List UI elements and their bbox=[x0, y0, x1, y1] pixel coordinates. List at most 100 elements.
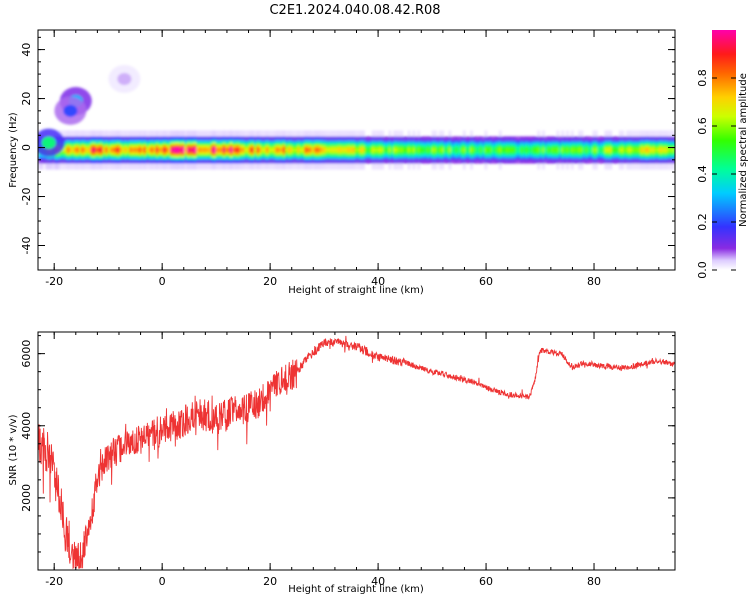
heatmap-cell bbox=[275, 157, 279, 160]
heatmap-cell bbox=[630, 142, 634, 146]
heatmap-cell bbox=[633, 154, 637, 158]
heatmap-cell bbox=[131, 159, 135, 164]
heatmap-cell bbox=[594, 151, 598, 153]
heatmap-cell bbox=[352, 151, 356, 153]
heatmap-cell bbox=[191, 154, 195, 158]
heatmap-cell bbox=[431, 145, 435, 148]
heatmap-cell bbox=[616, 157, 620, 160]
heatmap-cell bbox=[501, 154, 505, 158]
heatmap-cell bbox=[460, 147, 464, 149]
heatmap-cell bbox=[263, 163, 267, 170]
heatmap-cell bbox=[465, 154, 469, 158]
heatmap-cell bbox=[666, 150, 670, 152]
heatmap-cell bbox=[563, 147, 567, 149]
heatmap-cell bbox=[647, 163, 651, 170]
heatmap-cell bbox=[338, 154, 341, 158]
heatmap-cell bbox=[306, 130, 310, 137]
heatmap-cell bbox=[611, 159, 615, 164]
heatmap-cell bbox=[174, 151, 178, 153]
heatmap-cell bbox=[249, 152, 253, 155]
heatmap-cell bbox=[266, 136, 269, 141]
heatmap-cell bbox=[412, 154, 416, 158]
heatmap-cell bbox=[86, 130, 89, 137]
heatmap-cell bbox=[585, 152, 589, 155]
heatmap-cell bbox=[114, 151, 118, 153]
heatmap-cell bbox=[510, 159, 514, 164]
heatmap-cell bbox=[119, 136, 123, 141]
heatmap-cell bbox=[160, 147, 164, 149]
heatmap-cell bbox=[273, 140, 277, 143]
heatmap-cell bbox=[266, 151, 269, 153]
x-tick-label: 60 bbox=[479, 575, 493, 588]
heatmap-cell bbox=[38, 154, 41, 158]
heatmap-cell bbox=[292, 140, 296, 143]
heatmap-cell bbox=[566, 150, 569, 152]
y-tick-label: 0 bbox=[20, 144, 33, 151]
heatmap-cell bbox=[498, 145, 502, 148]
heatmap-cell bbox=[510, 157, 514, 160]
heatmap-cell bbox=[590, 152, 593, 155]
heatmap-cell bbox=[342, 142, 346, 146]
heatmap-cell bbox=[609, 136, 613, 141]
heatmap-cell bbox=[659, 151, 663, 153]
heatmap-cell bbox=[306, 154, 310, 158]
heatmap-cell bbox=[254, 154, 257, 158]
heatmap-cell bbox=[280, 142, 284, 146]
heatmap-cell bbox=[323, 152, 327, 155]
heatmap-cell bbox=[508, 136, 512, 141]
heatmap-cell bbox=[496, 152, 500, 155]
heatmap-cell bbox=[278, 140, 281, 143]
heatmap-cell bbox=[258, 159, 262, 164]
heatmap-cell bbox=[422, 136, 425, 141]
heatmap-cell bbox=[210, 148, 214, 150]
heatmap-cell bbox=[455, 136, 459, 141]
heatmap-cell bbox=[354, 152, 358, 155]
heatmap-cell bbox=[328, 145, 332, 148]
heatmap-cell bbox=[186, 140, 190, 143]
heatmap-cell bbox=[446, 151, 449, 153]
heatmap-cell bbox=[561, 142, 565, 146]
heatmap-cell bbox=[237, 140, 241, 143]
heatmap-cell bbox=[167, 148, 171, 150]
heatmap-cell bbox=[388, 147, 392, 149]
heatmap-cell bbox=[621, 142, 625, 146]
heatmap-cell bbox=[359, 152, 363, 155]
heatmap-cell bbox=[604, 130, 608, 137]
heatmap-cell bbox=[405, 136, 409, 141]
heatmap-cell bbox=[513, 154, 517, 158]
heatmap-cell bbox=[350, 145, 353, 148]
heatmap-cell bbox=[666, 154, 670, 158]
heatmap-cell bbox=[102, 145, 106, 148]
heatmap-cell bbox=[554, 142, 557, 146]
heatmap-cell bbox=[662, 140, 665, 143]
heatmap-cell bbox=[441, 154, 445, 158]
heatmap-cell bbox=[167, 157, 171, 160]
heatmap-cell bbox=[566, 154, 569, 158]
heatmap-cell bbox=[323, 154, 327, 158]
heatmap-cell bbox=[381, 151, 385, 153]
heatmap-cell bbox=[568, 148, 572, 150]
heatmap-cell bbox=[71, 145, 75, 148]
heatmap-cell bbox=[470, 151, 473, 153]
heatmap-cell bbox=[450, 157, 454, 160]
heatmap-cell bbox=[441, 145, 445, 148]
heatmap-cell bbox=[604, 142, 608, 146]
heatmap-cell bbox=[491, 151, 495, 153]
heatmap-cell bbox=[647, 150, 651, 152]
heatmap-cell bbox=[302, 145, 305, 148]
heatmap-cell bbox=[352, 147, 356, 149]
heatmap-cell bbox=[299, 145, 303, 148]
heatmap-cell bbox=[561, 148, 565, 150]
heatmap-cell bbox=[640, 159, 644, 164]
heatmap-cell bbox=[208, 145, 212, 148]
heatmap-cell bbox=[143, 147, 147, 149]
heatmap-cell bbox=[542, 145, 545, 148]
heatmap-cell bbox=[98, 150, 101, 152]
heatmap-cell bbox=[117, 150, 121, 152]
heatmap-cell bbox=[426, 157, 430, 160]
heatmap-cell bbox=[443, 145, 447, 148]
heatmap-cell bbox=[520, 140, 524, 143]
heatmap-cell bbox=[609, 142, 613, 146]
heatmap-cell bbox=[400, 151, 404, 153]
heatmap-cell bbox=[165, 154, 169, 158]
